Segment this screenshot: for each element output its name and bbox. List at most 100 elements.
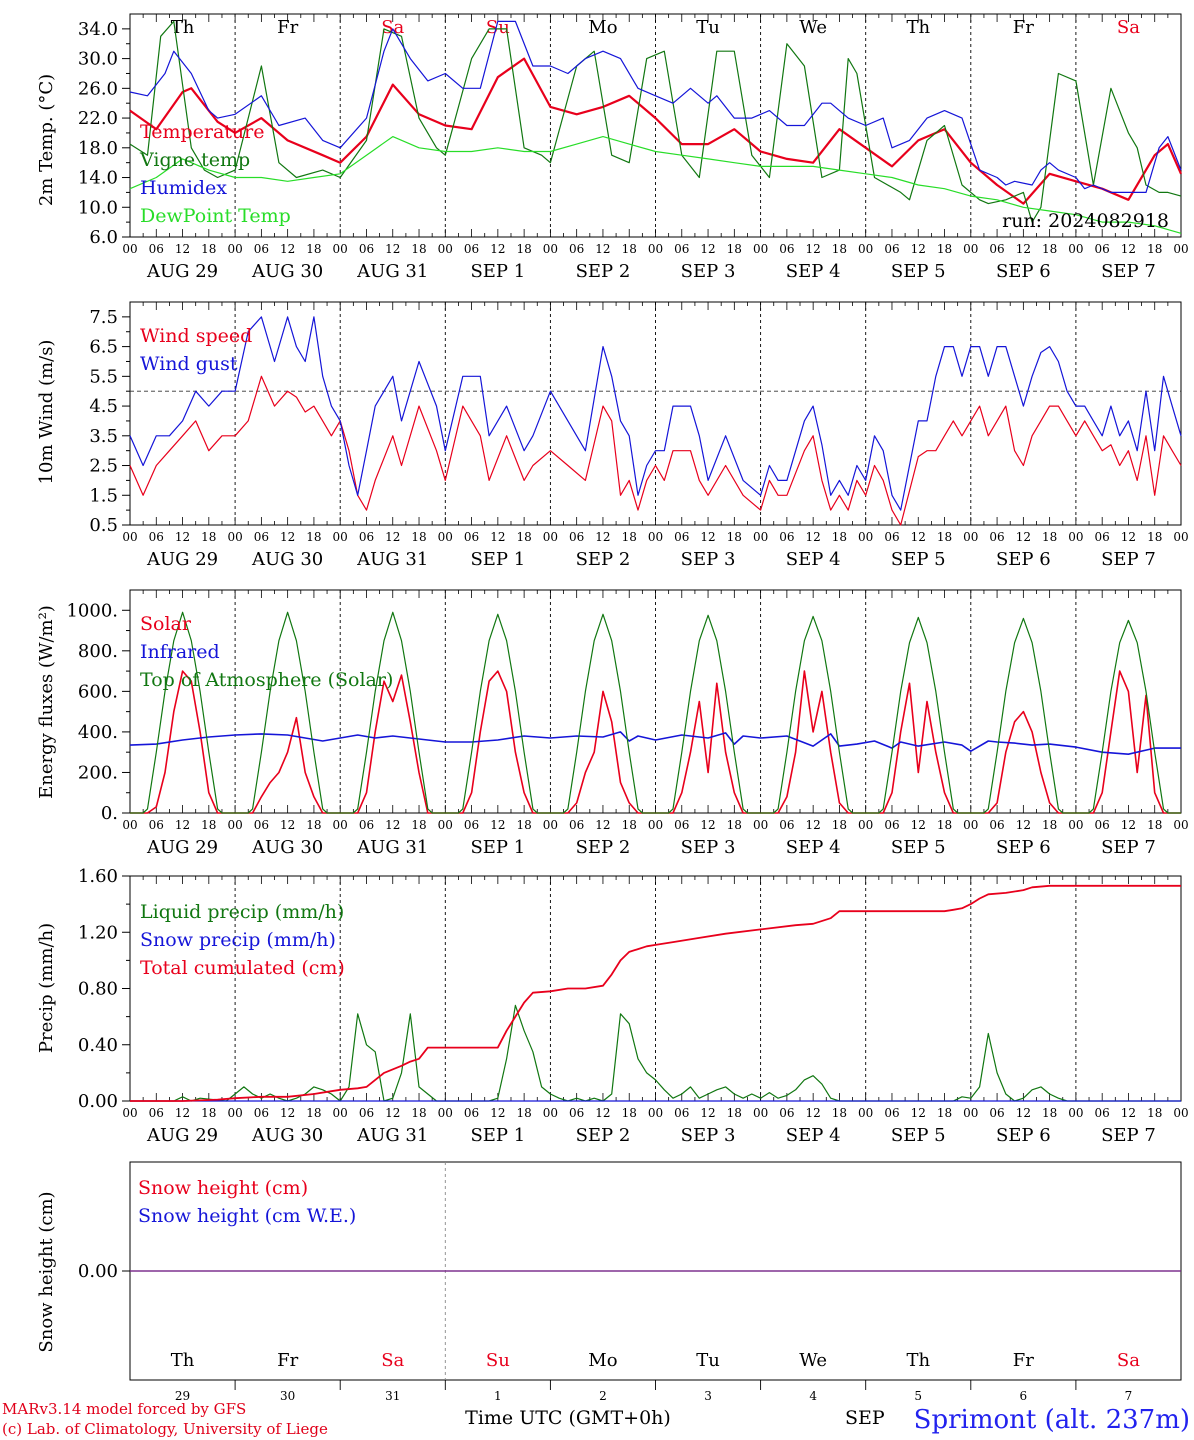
date-label: SEP 1 — [470, 549, 525, 570]
hour-tick-label: 12 — [385, 1106, 400, 1120]
hour-tick-label: 00 — [438, 530, 453, 544]
date-label: AUG 31 — [356, 549, 428, 570]
day-label: Su — [486, 17, 510, 38]
hour-tick-label: 06 — [779, 530, 794, 544]
day-number-label: 4 — [809, 1389, 817, 1403]
series-line-vigne-temp — [129, 20, 1182, 223]
series-line-dewpoint-temp — [129, 136, 1182, 234]
hour-tick-label: 00 — [1173, 1106, 1188, 1120]
y-tick-label: 30.0 — [78, 49, 118, 70]
legend-entry: Liquid precip (mm/h) — [140, 901, 344, 923]
hour-tick-label: 06 — [1095, 1106, 1110, 1120]
hour-tick-label: 18 — [622, 1106, 637, 1120]
y-tick-label: 0.00 — [78, 1261, 118, 1282]
hour-tick-label: 18 — [1147, 530, 1162, 544]
date-label: SEP 4 — [786, 837, 841, 858]
date-label: SEP 7 — [1101, 549, 1156, 570]
y-tick-label: 34.0 — [78, 19, 118, 40]
day-label: Tu — [696, 17, 720, 38]
y-tick-label: 10.0 — [78, 197, 118, 218]
day-number-label: 2 — [599, 1389, 607, 1403]
y-tick-label: 5.5 — [89, 366, 118, 387]
hour-tick-label: 18 — [1042, 1106, 1057, 1120]
y-tick-label: 1.20 — [78, 922, 118, 943]
hour-tick-label: 00 — [438, 818, 453, 832]
y-axis-title: 2m Temp. (°C) — [36, 74, 57, 206]
y-tick-label: 0.80 — [78, 979, 118, 1000]
y-tick-label: 200. — [78, 762, 118, 783]
date-label: SEP 3 — [681, 1125, 736, 1146]
hour-tick-label: 12 — [700, 242, 715, 256]
hour-tick-label: 00 — [858, 242, 873, 256]
hour-tick-label: 18 — [727, 242, 742, 256]
hour-tick-label: 18 — [516, 1106, 531, 1120]
date-label: SEP 5 — [891, 1125, 946, 1146]
hour-tick-label: 12 — [700, 530, 715, 544]
hour-tick-label: 00 — [963, 818, 978, 832]
date-label: SEP 4 — [786, 261, 841, 282]
y-tick-label: 6.5 — [89, 337, 118, 358]
hour-tick-label: 12 — [175, 1106, 190, 1120]
y-tick-label: 0.40 — [78, 1035, 118, 1056]
date-label: AUG 30 — [251, 837, 323, 858]
day-label: Sa — [381, 17, 404, 38]
hour-tick-label: 00 — [227, 818, 242, 832]
hour-tick-label: 18 — [727, 818, 742, 832]
hour-tick-label: 00 — [1173, 530, 1188, 544]
legend-entry: Snow height (cm W.E.) — [138, 1205, 356, 1227]
day-label: Sa — [381, 1350, 404, 1371]
day-number-label: 1 — [494, 1389, 502, 1403]
date-label: SEP 5 — [891, 837, 946, 858]
hour-tick-label: 06 — [989, 1106, 1004, 1120]
hour-tick-label: 12 — [1121, 818, 1136, 832]
day-label: Fr — [1013, 1350, 1034, 1371]
date-label: SEP 6 — [996, 549, 1051, 570]
hour-tick-label: 00 — [963, 530, 978, 544]
hour-tick-label: 00 — [753, 530, 768, 544]
hour-tick-label: 12 — [1016, 1106, 1031, 1120]
date-label: SEP 4 — [786, 1125, 841, 1146]
y-tick-label: 18.0 — [78, 138, 118, 159]
station-name: Sprimont (alt. 237m) — [914, 1405, 1190, 1435]
hour-tick-label: 06 — [1095, 818, 1110, 832]
y-tick-label: 0.5 — [89, 515, 118, 536]
hour-tick-label: 18 — [832, 530, 847, 544]
hour-tick-label: 00 — [753, 1106, 768, 1120]
hour-tick-label: 00 — [122, 242, 137, 256]
day-number-label: 7 — [1125, 1389, 1133, 1403]
day-label: We — [799, 17, 827, 38]
y-tick-label: 14.0 — [78, 168, 118, 189]
hour-tick-label: 06 — [884, 1106, 899, 1120]
panel-snow: Th 29 Fr 30 Sa 31 Su 1 Mo 2 Tu 3 We 4 Th 5 Fr 6 Sa 7 0.00 Sno… — [36, 1161, 1182, 1403]
day-label: Tu — [696, 1350, 720, 1371]
hour-tick-label: 12 — [806, 1106, 821, 1120]
date-label: SEP 3 — [681, 261, 736, 282]
hour-tick-label: 06 — [149, 818, 164, 832]
date-label: SEP 3 — [681, 837, 736, 858]
day-label: Th — [906, 1350, 930, 1371]
y-tick-label: 800. — [78, 641, 118, 662]
hour-tick-label: 00 — [227, 1106, 242, 1120]
hour-tick-label: 18 — [622, 242, 637, 256]
hour-tick-label: 12 — [385, 818, 400, 832]
hour-tick-label: 06 — [884, 530, 899, 544]
lab-credit: (c) Lab. of Climatology, University of L… — [2, 1420, 328, 1438]
hour-tick-label: 00 — [963, 242, 978, 256]
model-credit: MARv3.14 model forced by GFS — [2, 1400, 246, 1418]
date-label: SEP 1 — [470, 261, 525, 282]
hour-tick-label: 06 — [149, 242, 164, 256]
panel-frame — [129, 301, 1182, 526]
hour-tick-label: 12 — [806, 818, 821, 832]
hour-tick-label: 06 — [359, 818, 374, 832]
date-label: AUG 31 — [356, 837, 428, 858]
hour-tick-label: 18 — [411, 1106, 426, 1120]
hour-tick-label: 00 — [438, 242, 453, 256]
hour-tick-label: 06 — [254, 242, 269, 256]
hour-tick-label: 00 — [963, 1106, 978, 1120]
hour-tick-label: 06 — [884, 818, 899, 832]
legend-entry: Vigne temp — [139, 149, 250, 171]
day-label: Su — [486, 1350, 510, 1371]
day-label: Th — [171, 17, 195, 38]
day-label: Sa — [1117, 1350, 1140, 1371]
